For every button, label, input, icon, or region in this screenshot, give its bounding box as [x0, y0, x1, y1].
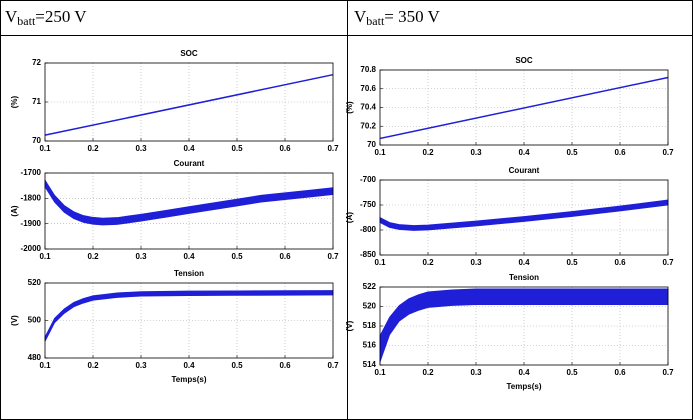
y-axis-label: (%) — [345, 101, 354, 114]
x-tick-label: 0.6 — [614, 148, 626, 157]
y-tick-label: 514 — [363, 360, 377, 369]
plot-frame — [44, 62, 334, 142]
header-sub: batt — [17, 14, 36, 28]
y-axis-label: (A) — [345, 212, 354, 223]
y-tick-label: -800 — [360, 225, 377, 234]
data-line — [379, 76, 669, 140]
x-tick-label: 0.7 — [662, 368, 674, 377]
x-tick-label: 0.2 — [422, 258, 434, 267]
x-tick-label: 0.2 — [87, 144, 99, 153]
x-tick-label: 0.4 — [183, 252, 195, 261]
chart-title: Tension — [509, 273, 539, 282]
chart-title: Tension — [174, 269, 204, 278]
header-main: V — [5, 7, 18, 26]
x-tick-label: 0.3 — [470, 148, 482, 157]
y-tick-label: 520 — [363, 302, 377, 311]
y-tick-label: 70 — [367, 140, 376, 149]
y-axis-label: (%) — [10, 95, 19, 108]
plot-frame — [379, 286, 669, 366]
x-tick-label: 0.4 — [518, 148, 530, 157]
header-rest: = 350 V — [384, 7, 440, 26]
x-tick-label: 0.3 — [135, 144, 147, 153]
y-axis-label: (A) — [10, 205, 19, 216]
y-tick-label: 70.4 — [360, 103, 376, 112]
y-tick-label: 70.6 — [360, 84, 376, 93]
x-tick-label: 0.5 — [566, 258, 578, 267]
y-tick-label: -2000 — [21, 244, 42, 253]
x-tick-label: 0.7 — [662, 258, 674, 267]
y-tick-label: 72 — [32, 58, 41, 67]
chart-title: SOC — [180, 49, 198, 58]
column-header: Vbatt=250 V — [5, 7, 87, 28]
y-tick-label: -1900 — [21, 219, 42, 228]
x-tick-label: 0.6 — [614, 368, 626, 377]
y-axis-label: (V) — [345, 320, 354, 331]
x-tick-label: 0.3 — [135, 361, 147, 370]
y-tick-label: 500 — [28, 316, 42, 325]
x-tick-label: 0.7 — [327, 252, 339, 261]
plot-frame — [379, 179, 669, 256]
x-tick-label: 0.4 — [518, 368, 530, 377]
x-axis-label: Temps(s) — [507, 382, 542, 391]
x-tick-label: 0.2 — [87, 252, 99, 261]
x-tick-label: 0.5 — [566, 148, 578, 157]
y-tick-label: 480 — [28, 353, 42, 362]
x-tick-label: 0.7 — [327, 144, 339, 153]
y-tick-label: -850 — [360, 250, 377, 259]
data-line — [44, 73, 334, 136]
column-header: Vbatt= 350 V — [354, 7, 441, 28]
x-tick-label: 0.1 — [39, 252, 51, 261]
x-tick-label: 0.3 — [135, 252, 147, 261]
x-tick-label: 0.7 — [327, 361, 339, 370]
x-tick-label: 0.6 — [614, 258, 626, 267]
x-tick-label: 0.4 — [518, 258, 530, 267]
y-tick-label: -700 — [360, 175, 377, 184]
y-axis-label: (V) — [10, 315, 19, 326]
header-rest: =250 V — [35, 7, 87, 26]
x-tick-label: 0.1 — [39, 144, 51, 153]
x-tick-label: 0.2 — [422, 148, 434, 157]
x-tick-label: 0.1 — [374, 368, 386, 377]
x-tick-label: 0.5 — [566, 368, 578, 377]
y-tick-label: 70.2 — [360, 121, 376, 130]
x-tick-label: 0.2 — [422, 368, 434, 377]
x-tick-label: 0.3 — [470, 258, 482, 267]
y-tick-label: 70.8 — [360, 65, 376, 74]
y-tick-label: -750 — [360, 200, 377, 209]
y-tick-label: 520 — [28, 278, 42, 287]
x-tick-label: 0.4 — [183, 361, 195, 370]
x-tick-label: 0.1 — [39, 361, 51, 370]
chart-title: Courant — [509, 166, 540, 175]
x-axis-label: Temps(s) — [172, 375, 207, 384]
x-tick-label: 0.5 — [231, 361, 243, 370]
x-tick-label: 0.3 — [470, 368, 482, 377]
x-tick-label: 0.5 — [231, 144, 243, 153]
plot-frame — [379, 69, 669, 146]
x-tick-label: 0.6 — [279, 144, 291, 153]
y-tick-label: -1800 — [21, 193, 42, 202]
header-main: V — [354, 7, 367, 26]
y-tick-label: 518 — [363, 321, 377, 330]
plot-frame — [44, 282, 334, 359]
x-tick-label: 0.5 — [231, 252, 243, 261]
y-tick-label: 70 — [32, 136, 41, 145]
y-tick-label: 522 — [363, 282, 377, 291]
x-tick-label: 0.7 — [662, 148, 674, 157]
y-tick-label: -1700 — [21, 168, 42, 177]
x-tick-label: 0.6 — [279, 252, 291, 261]
x-tick-label: 0.1 — [374, 258, 386, 267]
x-tick-label: 0.6 — [279, 361, 291, 370]
y-tick-label: 516 — [363, 341, 377, 350]
chart-title: Courant — [174, 159, 205, 168]
chart-title: SOC — [515, 56, 533, 65]
header-sub: batt — [366, 14, 385, 28]
x-tick-label: 0.2 — [87, 361, 99, 370]
x-tick-label: 0.4 — [183, 144, 195, 153]
x-tick-label: 0.1 — [374, 148, 386, 157]
plot-frame — [44, 172, 334, 250]
y-tick-label: 71 — [32, 97, 41, 106]
